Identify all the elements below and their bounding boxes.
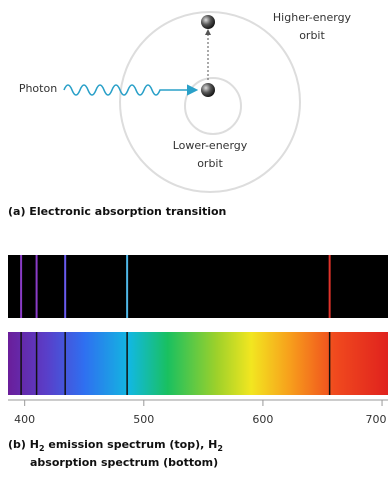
caption-part: emission spectrum (top), H bbox=[45, 438, 218, 451]
x-tick-label: 400 bbox=[14, 413, 35, 426]
electron-excited bbox=[201, 15, 215, 29]
caption-a: (a) Electronic absorption transition bbox=[8, 205, 226, 218]
label-higher: orbit bbox=[299, 29, 325, 42]
x-tick-label: 700 bbox=[366, 413, 387, 426]
x-tick-label: 500 bbox=[133, 413, 154, 426]
figure: Higher-energy orbit Photon Lower-energy … bbox=[0, 0, 388, 475]
caption-b: absorption spectrum (bottom) bbox=[30, 456, 218, 469]
caption-b: (b) H2 emission spectrum (top), H2 bbox=[8, 438, 223, 453]
x-tick-label: 600 bbox=[252, 413, 273, 426]
label-lower: Lower-energy bbox=[173, 139, 248, 152]
caption-part: (b) H bbox=[8, 438, 39, 451]
label-photon: Photon bbox=[19, 82, 57, 95]
page: { "diagram": { "labels": { "higher": ["H… bbox=[0, 0, 388, 475]
electron-ground bbox=[201, 83, 215, 97]
caption-sub: 2 bbox=[217, 444, 223, 453]
label-lower: orbit bbox=[197, 157, 223, 170]
label-higher: Higher-energy bbox=[273, 11, 352, 24]
photon-wave bbox=[64, 85, 195, 95]
